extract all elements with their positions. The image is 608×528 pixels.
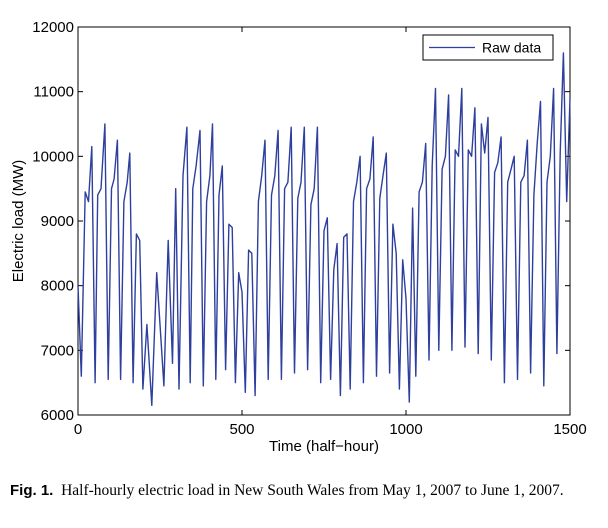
load-line-chart: 6000 7000 8000 9000 10000 11000 12000 0 500 1000 1… bbox=[10, 19, 587, 455]
x-axis-label: Time (half−hour) bbox=[269, 438, 379, 455]
y-tick-label: 6000 bbox=[41, 407, 74, 424]
figure-caption: Fig. 1. Half-hourly electric load in New… bbox=[10, 481, 598, 500]
y-tick-label: 7000 bbox=[41, 342, 74, 359]
x-tick-label: 0 bbox=[74, 421, 82, 438]
y-axis-label: Electric load (MW) bbox=[10, 160, 27, 283]
legend-label-raw-data: Raw data bbox=[482, 40, 541, 56]
axis-ticks: 6000 7000 8000 9000 10000 11000 12000 0 500 1000 1… bbox=[32, 19, 586, 438]
y-tick-label: 12000 bbox=[32, 19, 74, 36]
legend: Raw data bbox=[422, 34, 554, 61]
caption-text: Half-hourly electric load in New South W… bbox=[61, 482, 564, 499]
x-tick-label: 1000 bbox=[389, 421, 422, 438]
x-tick-label: 500 bbox=[229, 421, 254, 438]
y-tick-label: 10000 bbox=[32, 148, 74, 165]
data-series bbox=[77, 52, 571, 406]
x-tick-label: 1500 bbox=[553, 421, 586, 438]
caption-label: Fig. 1. bbox=[10, 482, 54, 499]
plot-area bbox=[77, 26, 571, 416]
y-tick-label: 8000 bbox=[41, 278, 74, 295]
y-tick-label: 11000 bbox=[33, 84, 74, 101]
raw-data-series-line bbox=[77, 52, 571, 406]
y-tick-label: 9000 bbox=[41, 213, 74, 230]
